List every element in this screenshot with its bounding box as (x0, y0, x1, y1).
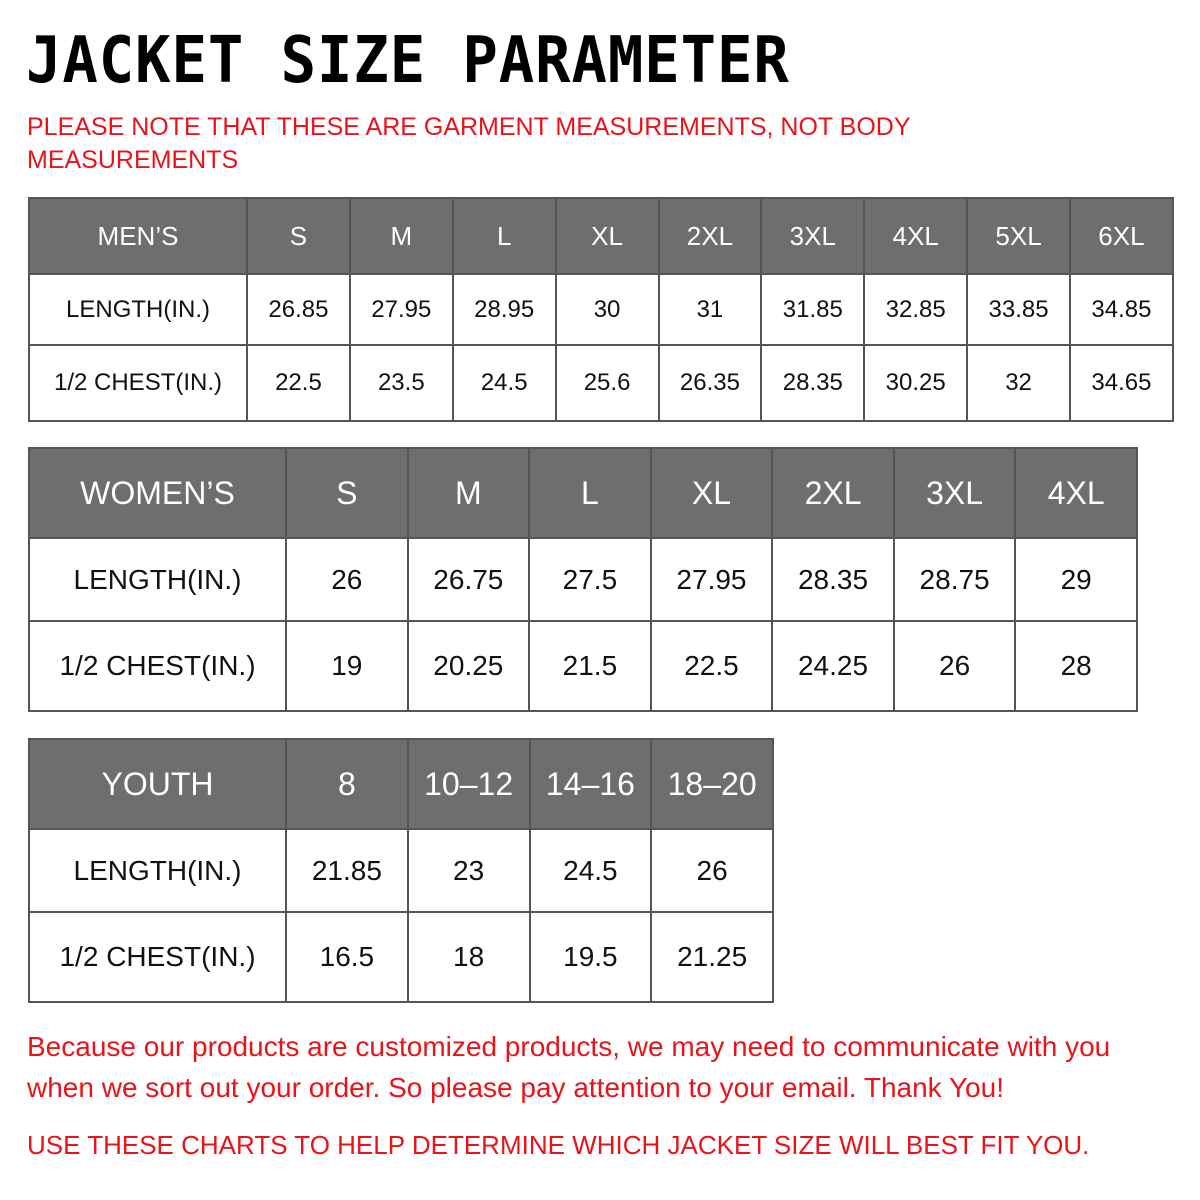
category-header: WOMEN’S (28, 447, 287, 539)
measurement-cell: 23.5 (348, 344, 454, 422)
size-header: 6XL (1069, 197, 1174, 275)
size-header: 3XL (760, 197, 866, 275)
measurement-cell: 26 (892, 620, 1017, 712)
measurement-cell: 34.65 (1069, 344, 1174, 422)
measurement-cell: 24.5 (451, 344, 557, 422)
table-row: 1/2 CHEST(IN.) 19 20.25 21.5 22.5 24.25 26 28 (28, 620, 1138, 712)
measurement-cell: 31 (657, 273, 763, 346)
mens-size-table: MEN’S S M L XL 2XL 3XL 4XL 5XL 6XL LENGTH(IN.) 26.8… (28, 197, 1174, 422)
measurement-cell: 24.25 (771, 620, 895, 712)
size-header: S (285, 447, 409, 539)
measurement-cell: 30.25 (863, 344, 969, 422)
category-header: YOUTH (28, 738, 287, 830)
size-header: 3XL (892, 447, 1017, 539)
fit-advice: USE THESE CHARTS TO HELP DETERMINE WHICH… (27, 1130, 1090, 1160)
measurement-cell: 27.5 (528, 537, 652, 622)
row-label: LENGTH(IN.) (28, 828, 287, 913)
measurement-cell: 31.85 (760, 273, 866, 346)
size-header: L (528, 447, 652, 539)
womens-size-table: WOMEN’S S M L XL 2XL 3XL 4XL LENGTH(IN.) 26 26.75 2… (28, 447, 1138, 712)
page-title: JACKET SIZE PARAMETER (26, 24, 790, 98)
measurement-cell: 26.75 (406, 537, 531, 622)
size-header: 4XL (863, 197, 969, 275)
measurement-cell: 21.85 (285, 828, 409, 913)
header-row: WOMEN’S S M L XL 2XL 3XL 4XL (28, 447, 1138, 539)
table-row: 1/2 CHEST(IN.) 16.5 18 19.5 21.25 (28, 911, 774, 1003)
size-header: 8 (285, 738, 409, 830)
measurement-cell: 27.95 (348, 273, 454, 346)
table-row: 1/2 CHEST(IN.) 22.5 23.5 24.5 25.6 26.35 28.35… (28, 344, 1174, 422)
measurement-cell: 32 (966, 344, 1071, 422)
row-label: 1/2 CHEST(IN.) (28, 620, 287, 712)
measurement-cell: 18 (406, 911, 531, 1003)
measurement-note: PLEASE NOTE THAT THESE ARE GARMENT MEASU… (27, 113, 911, 174)
measurement-cell: 29 (1014, 537, 1138, 622)
table-row: LENGTH(IN.) 21.85 23 24.5 26 (28, 828, 774, 913)
measurement-cell: 30 (554, 273, 660, 346)
row-label: 1/2 CHEST(IN.) (28, 911, 287, 1003)
customization-message: Because our products are customized prod… (27, 1031, 1111, 1103)
measurement-cell: 25.6 (554, 344, 660, 422)
measurement-cell: 20.25 (406, 620, 531, 712)
measurement-cell: 26.35 (657, 344, 763, 422)
table-row: LENGTH(IN.) 26.85 27.95 28.95 30 31 31.85 32.85… (28, 273, 1174, 346)
measurement-cell: 28.35 (760, 344, 866, 422)
header-row: YOUTH 8 10–12 14–16 18–20 (28, 738, 774, 830)
measurement-cell: 33.85 (966, 273, 1071, 346)
size-header: 4XL (1014, 447, 1138, 539)
measurement-cell: 32.85 (863, 273, 969, 346)
size-header: XL (649, 447, 774, 539)
measurement-cell: 28.95 (451, 273, 557, 346)
measurement-cell: 21.5 (528, 620, 652, 712)
measurement-cell: 19.5 (528, 911, 653, 1003)
table-row: LENGTH(IN.) 26 26.75 27.5 27.95 28.35 28.75 29 (28, 537, 1138, 622)
measurement-cell: 22.5 (246, 344, 351, 422)
size-header: S (246, 197, 351, 275)
measurement-cell: 26.85 (246, 273, 351, 346)
measurement-cell: 26 (650, 828, 774, 913)
size-header: M (348, 197, 454, 275)
row-label: LENGTH(IN.) (28, 273, 248, 346)
measurement-cell: 27.95 (649, 537, 774, 622)
measurement-cell: 28 (1014, 620, 1138, 712)
header-row: MEN’S S M L XL 2XL 3XL 4XL 5XL 6XL (28, 197, 1174, 275)
measurement-cell: 16.5 (285, 911, 409, 1003)
measurement-cell: 34.85 (1069, 273, 1174, 346)
row-label: LENGTH(IN.) (28, 537, 287, 622)
size-header: XL (554, 197, 660, 275)
measurement-cell: 19 (285, 620, 409, 712)
size-header: M (406, 447, 531, 539)
measurement-cell: 23 (406, 828, 531, 913)
category-header: MEN’S (28, 197, 248, 275)
measurement-cell: 22.5 (649, 620, 774, 712)
row-label: 1/2 CHEST(IN.) (28, 344, 248, 422)
size-header: 14–16 (528, 738, 653, 830)
size-header: 18–20 (650, 738, 774, 830)
size-header: 10–12 (406, 738, 531, 830)
size-header: 2XL (771, 447, 895, 539)
size-header: L (451, 197, 557, 275)
size-header: 5XL (966, 197, 1071, 275)
youth-size-table: YOUTH 8 10–12 14–16 18–20 LENGTH(IN.) 21.85 23 2… (28, 738, 774, 1003)
measurement-cell: 24.5 (528, 828, 653, 913)
measurement-cell: 28.35 (771, 537, 895, 622)
measurement-cell: 26 (285, 537, 409, 622)
measurement-cell: 21.25 (650, 911, 774, 1003)
size-header: 2XL (657, 197, 763, 275)
measurement-cell: 28.75 (892, 537, 1017, 622)
